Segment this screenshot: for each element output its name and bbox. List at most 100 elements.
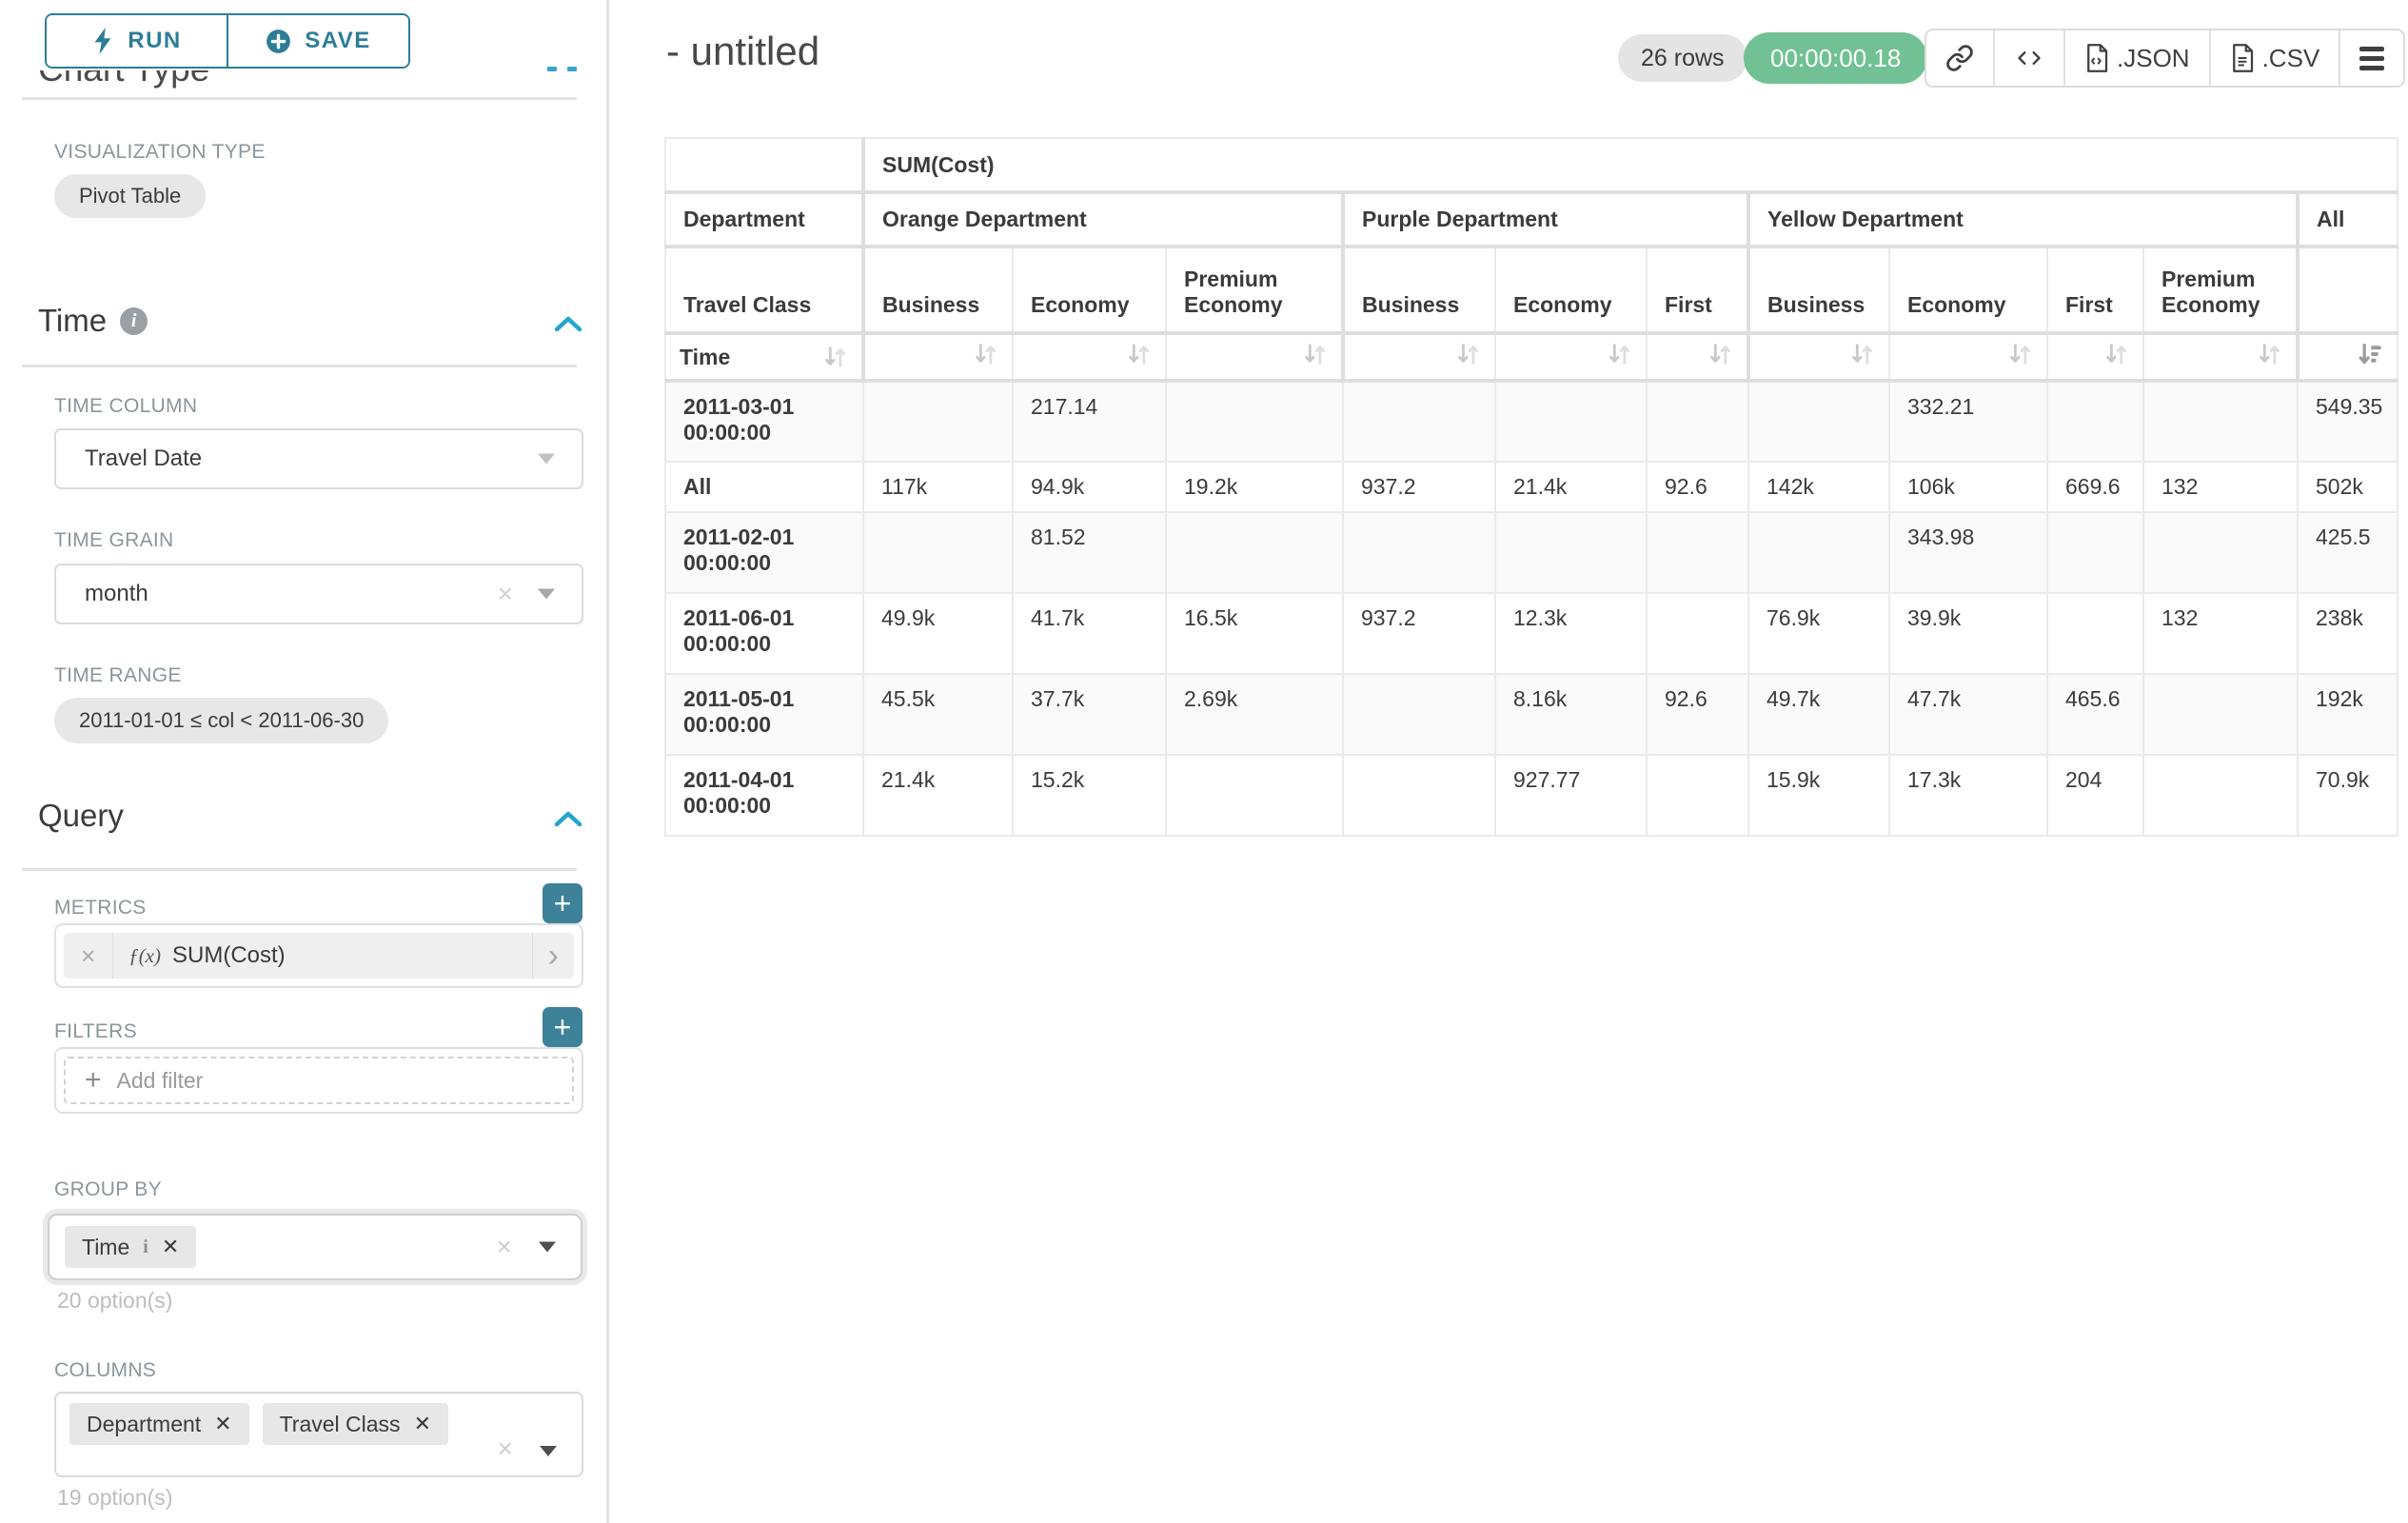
time-grain-select[interactable]: month × [54, 564, 583, 624]
value-cell [1342, 511, 1496, 594]
value-cell [1747, 511, 1890, 594]
link-icon [1946, 45, 1973, 71]
value-cell [2142, 511, 2299, 594]
value-cell: 92.6 [1646, 673, 1749, 756]
pivot-table-container: SUM(Cost) Department Orange Department Purp… [664, 137, 2399, 837]
chart-type-collapse-chevron-fragment [567, 67, 577, 71]
embed-code-button[interactable] [1993, 30, 2063, 86]
columns-select[interactable]: Department ✕ Travel Class ✕ × [54, 1392, 583, 1477]
sort-icon[interactable] [2006, 341, 2033, 367]
add-filter-plus-button[interactable]: + [543, 1007, 582, 1047]
section-divider [22, 365, 577, 367]
travel-class-header-cell: Economy [1888, 246, 2048, 335]
value-cell: 937.2 [1342, 461, 1496, 513]
sort-icon[interactable] [1301, 341, 1328, 367]
chevron-down-icon[interactable] [538, 588, 555, 600]
value-cell [1646, 592, 1749, 675]
sort-icon[interactable] [1848, 341, 1875, 367]
run-button[interactable]: RUN [47, 15, 227, 67]
save-button-label: SAVE [305, 28, 371, 53]
group-by-select[interactable]: Time i ✕ × [48, 1214, 582, 1280]
plus-icon: + [85, 1064, 102, 1096]
chevron-right-icon[interactable]: › [531, 933, 574, 979]
value-cell [1342, 380, 1496, 463]
sort-icon[interactable] [821, 344, 848, 370]
remove-metric-icon[interactable]: × [64, 933, 114, 979]
time-collapse-chevron-icon[interactable] [552, 312, 584, 335]
columns-chip[interactable]: Travel Class ✕ [262, 1403, 448, 1445]
sort-icon[interactable] [1606, 341, 1632, 367]
value-cell: 238k [2296, 592, 2399, 675]
sort-icon[interactable] [972, 341, 998, 367]
group-by-chip[interactable]: Time i ✕ [65, 1226, 197, 1268]
time-axis-sort-cell: Time [664, 332, 864, 383]
section-divider [22, 868, 577, 871]
chart-title[interactable]: - untitled [666, 29, 820, 73]
value-cell: 669.6 [2046, 461, 2144, 513]
columns-chip[interactable]: Department ✕ [69, 1403, 249, 1445]
time-range-label: TIME RANGE [54, 664, 182, 686]
time-section-title: Time [38, 303, 108, 338]
more-options-button[interactable] [2339, 30, 2403, 86]
value-cell: 17.3k [1888, 754, 2048, 837]
time-range-pill[interactable]: 2011-01-01 ≤ col < 2011-06-30 [54, 698, 389, 743]
sort-icon[interactable] [2102, 341, 2129, 367]
sort-cell [1646, 332, 1749, 383]
add-filter-button[interactable]: + Add filter [64, 1057, 574, 1104]
sort-icon[interactable] [1454, 341, 1481, 367]
value-cell: 16.5k [1165, 592, 1344, 675]
value-cell [1494, 511, 1648, 594]
chevron-down-icon[interactable] [538, 453, 555, 465]
value-cell [1646, 380, 1749, 463]
value-cell: 204 [2046, 754, 2144, 837]
chevron-down-icon[interactable] [539, 1241, 556, 1253]
run-save-button-group: RUN SAVE [45, 13, 410, 69]
value-cell: 12.3k [1494, 592, 1648, 675]
run-button-label: RUN [128, 28, 182, 53]
columns-chip-label: Department [87, 1411, 202, 1436]
value-cell: 76.9k [1747, 592, 1890, 675]
value-cell: 21.4k [1494, 461, 1648, 513]
info-icon: i [143, 1236, 148, 1257]
corner-cell [664, 137, 864, 194]
add-metric-button[interactable]: + [543, 883, 582, 923]
value-cell [1747, 380, 1890, 463]
row-label-cell: 2011-04-01 00:00:00 [664, 754, 864, 837]
time-column-select[interactable]: Travel Date [54, 428, 583, 489]
value-cell: 549.35 [2296, 380, 2399, 463]
sort-icon[interactable] [1125, 341, 1152, 367]
remove-chip-icon[interactable]: ✕ [161, 1235, 180, 1258]
clear-icon[interactable]: × [497, 1434, 513, 1463]
value-cell: 21.4k [862, 754, 1014, 837]
metric-chip[interactable]: × ƒ(x) SUM(Cost) › [64, 933, 574, 979]
department-group-header-cell: Yellow Department [1747, 191, 2299, 248]
value-cell: 70.9k [2296, 754, 2399, 837]
remove-chip-icon[interactable]: ✕ [214, 1412, 232, 1435]
sort-desc-active-icon[interactable] [2357, 341, 2383, 367]
copy-link-button[interactable] [1926, 30, 1993, 86]
export-json-button[interactable]: .JSON [2063, 30, 2209, 86]
sort-cell-active [2295, 332, 2399, 383]
value-cell [1165, 511, 1344, 594]
sort-cell [1012, 332, 1167, 383]
travel-class-header-cell: Economy [1494, 246, 1648, 335]
save-button[interactable]: SAVE [227, 15, 408, 67]
row-label-cell: 2011-03-01 00:00:00 [664, 380, 864, 463]
viz-type-pill[interactable]: Pivot Table [54, 174, 207, 218]
time-grain-value: month [85, 581, 148, 606]
value-cell [1646, 754, 1749, 837]
sort-icon[interactable] [1707, 341, 1733, 367]
clear-icon[interactable]: × [497, 579, 513, 608]
remove-chip-icon[interactable]: ✕ [413, 1412, 431, 1435]
sort-cell [1747, 332, 1890, 383]
export-csv-label: .CSV [2261, 43, 2320, 72]
clear-icon[interactable]: × [496, 1232, 512, 1261]
query-collapse-chevron-icon[interactable] [552, 807, 584, 830]
export-csv-button[interactable]: .CSV [2208, 30, 2339, 86]
sort-icon[interactable] [2256, 341, 2282, 367]
chevron-down-icon[interactable] [540, 1446, 557, 1456]
department-axis-label-cell: Department [664, 191, 864, 248]
value-cell: 19.2k [1165, 461, 1344, 513]
value-cell [1342, 754, 1496, 837]
sort-cell [2142, 332, 2299, 383]
